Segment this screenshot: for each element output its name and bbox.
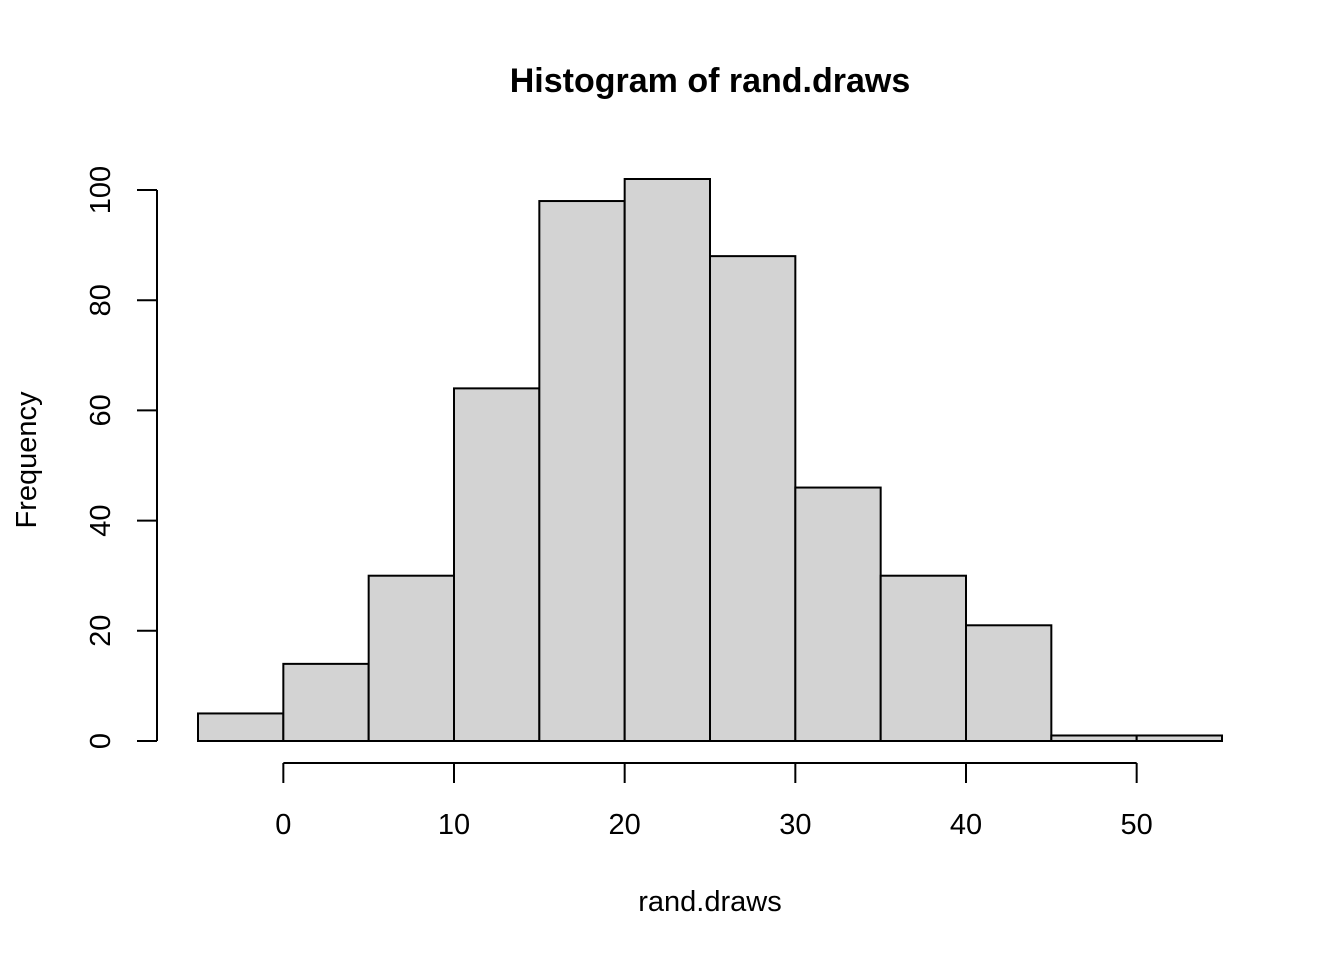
- bars-group: [197, 178, 1223, 743]
- y-axis-label: Frequency: [11, 391, 43, 529]
- x-tick-label-1: 10: [438, 809, 470, 841]
- histogram-bar-4: [538, 200, 626, 742]
- y-tick-label-1: 20: [85, 615, 117, 647]
- histogram-bar-8: [879, 574, 968, 742]
- y-axis: 0 20 40 60 80 100: [85, 166, 158, 749]
- histogram-bar-9: [965, 624, 1053, 743]
- histogram-bar-3: [453, 387, 541, 742]
- histogram-bar-5: [623, 178, 712, 742]
- x-tick-label-2: 20: [609, 809, 641, 841]
- y-tick-label-4: 80: [85, 284, 117, 316]
- chart-title: Histogram of rand.draws: [510, 62, 911, 100]
- x-tick-label-4: 40: [950, 809, 982, 841]
- x-axis: 0 10 20 30 40 50: [275, 762, 1153, 841]
- histogram-bar-6: [709, 255, 797, 742]
- x-tick-label-5: 50: [1121, 809, 1153, 841]
- y-tick-label-3: 60: [85, 394, 117, 426]
- histogram-bar-0: [197, 712, 285, 743]
- histogram-bar-11: [1135, 734, 1223, 742]
- y-tick-label-0: 0: [85, 733, 117, 749]
- x-tick-label-3: 30: [779, 809, 811, 841]
- histogram-bar-7: [794, 486, 882, 742]
- histogram-bar-1: [282, 662, 370, 742]
- x-axis-label: rand.draws: [638, 886, 781, 918]
- x-tick-label-0: 0: [275, 809, 291, 841]
- y-tick-label-2: 40: [85, 504, 117, 536]
- histogram-bar-10: [1050, 734, 1138, 742]
- y-tick-label-5: 100: [85, 166, 117, 214]
- histogram-bar-2: [367, 574, 455, 742]
